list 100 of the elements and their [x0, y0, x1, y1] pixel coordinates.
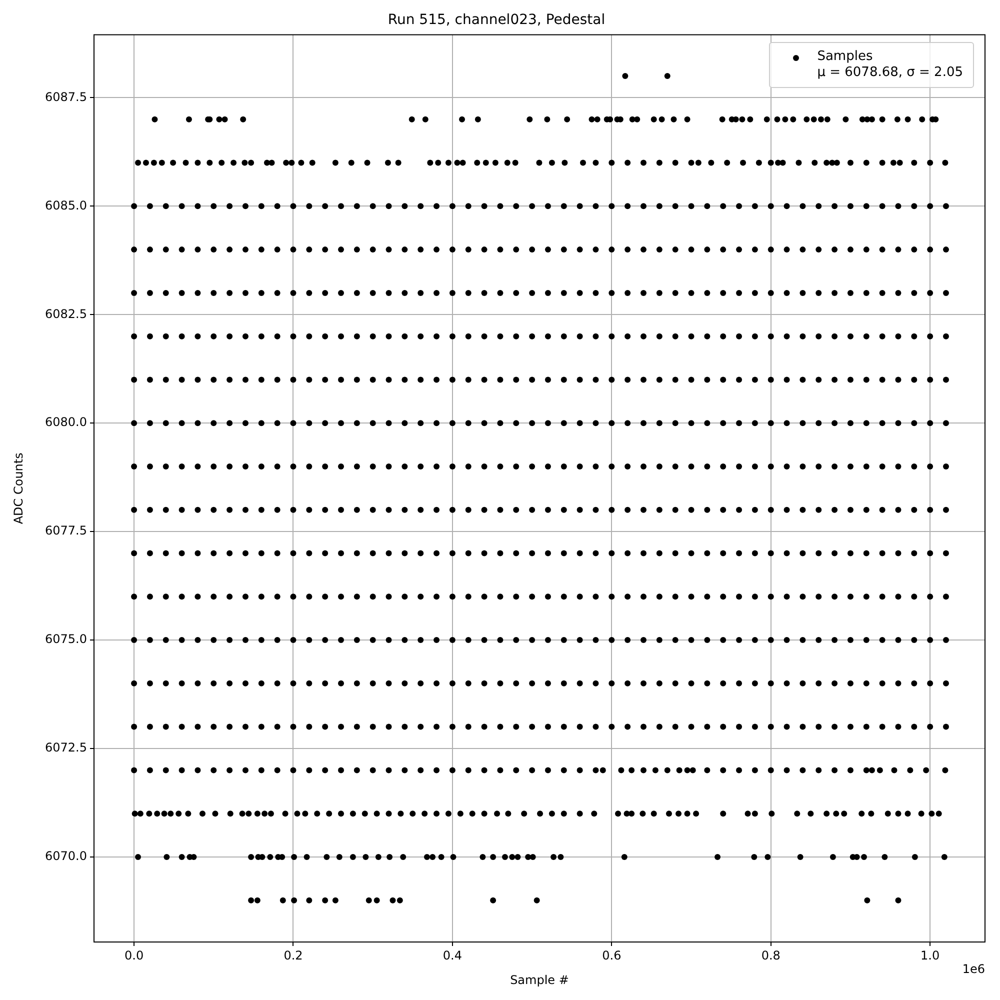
point	[800, 376, 806, 383]
point	[863, 463, 870, 470]
point	[370, 506, 376, 513]
point	[752, 290, 758, 296]
point	[879, 246, 886, 253]
point	[752, 506, 758, 513]
point	[408, 116, 415, 122]
point	[146, 594, 153, 600]
point	[640, 767, 646, 774]
point	[418, 290, 424, 296]
point	[306, 506, 312, 513]
point	[816, 506, 822, 513]
point	[656, 724, 662, 730]
point	[942, 376, 949, 383]
point	[258, 420, 264, 426]
point	[895, 897, 902, 904]
point	[481, 333, 488, 340]
point	[290, 680, 296, 686]
point	[942, 203, 949, 210]
point	[338, 420, 344, 426]
point	[290, 290, 296, 296]
point	[434, 637, 440, 644]
point	[402, 420, 408, 426]
point	[178, 506, 185, 513]
point	[386, 463, 392, 470]
point	[396, 897, 403, 904]
point	[194, 203, 201, 210]
point	[178, 637, 185, 644]
point	[847, 680, 854, 686]
point	[509, 854, 516, 860]
point	[832, 376, 838, 383]
point	[747, 116, 754, 122]
point	[386, 420, 392, 426]
point	[258, 506, 264, 513]
point	[628, 767, 635, 774]
point	[322, 203, 328, 210]
point	[736, 680, 742, 686]
point	[784, 506, 790, 513]
point	[386, 724, 392, 730]
point	[418, 246, 424, 253]
point	[672, 637, 678, 644]
point	[449, 550, 456, 556]
point	[800, 246, 806, 253]
point	[513, 680, 520, 686]
point	[592, 550, 599, 556]
point	[146, 290, 153, 296]
point	[418, 680, 424, 686]
point	[529, 680, 536, 686]
point	[306, 420, 312, 426]
point	[720, 506, 726, 513]
point	[474, 116, 481, 122]
point	[640, 203, 646, 210]
point	[402, 246, 408, 253]
point	[640, 680, 646, 686]
point	[274, 680, 280, 686]
point	[544, 290, 551, 296]
point	[624, 376, 631, 383]
point	[402, 637, 408, 644]
point	[800, 420, 806, 426]
point	[370, 594, 376, 600]
point	[418, 550, 424, 556]
point	[879, 333, 886, 340]
point	[338, 550, 344, 556]
point	[370, 290, 376, 296]
point	[529, 246, 536, 253]
point	[560, 246, 567, 253]
point	[274, 246, 280, 253]
point	[656, 637, 662, 644]
point	[162, 767, 169, 774]
point	[290, 724, 296, 730]
point	[490, 897, 496, 904]
point	[481, 767, 488, 774]
point	[131, 333, 138, 340]
point	[449, 767, 456, 774]
point	[608, 333, 615, 340]
point	[640, 246, 646, 253]
point	[863, 680, 870, 686]
point	[370, 724, 376, 730]
point	[942, 637, 949, 644]
point	[688, 463, 694, 470]
point	[736, 290, 742, 296]
point	[434, 506, 440, 513]
point	[178, 333, 185, 340]
point	[768, 463, 774, 470]
point	[608, 420, 615, 426]
point	[226, 420, 233, 426]
point	[162, 506, 169, 513]
point	[386, 680, 392, 686]
point	[736, 203, 742, 210]
point	[704, 767, 710, 774]
point	[804, 116, 810, 122]
point	[366, 897, 372, 904]
point	[847, 290, 854, 296]
point	[752, 767, 758, 774]
point	[465, 724, 472, 730]
point	[618, 767, 624, 774]
point	[752, 594, 758, 600]
point	[864, 897, 870, 904]
point	[720, 333, 726, 340]
point	[291, 854, 298, 860]
